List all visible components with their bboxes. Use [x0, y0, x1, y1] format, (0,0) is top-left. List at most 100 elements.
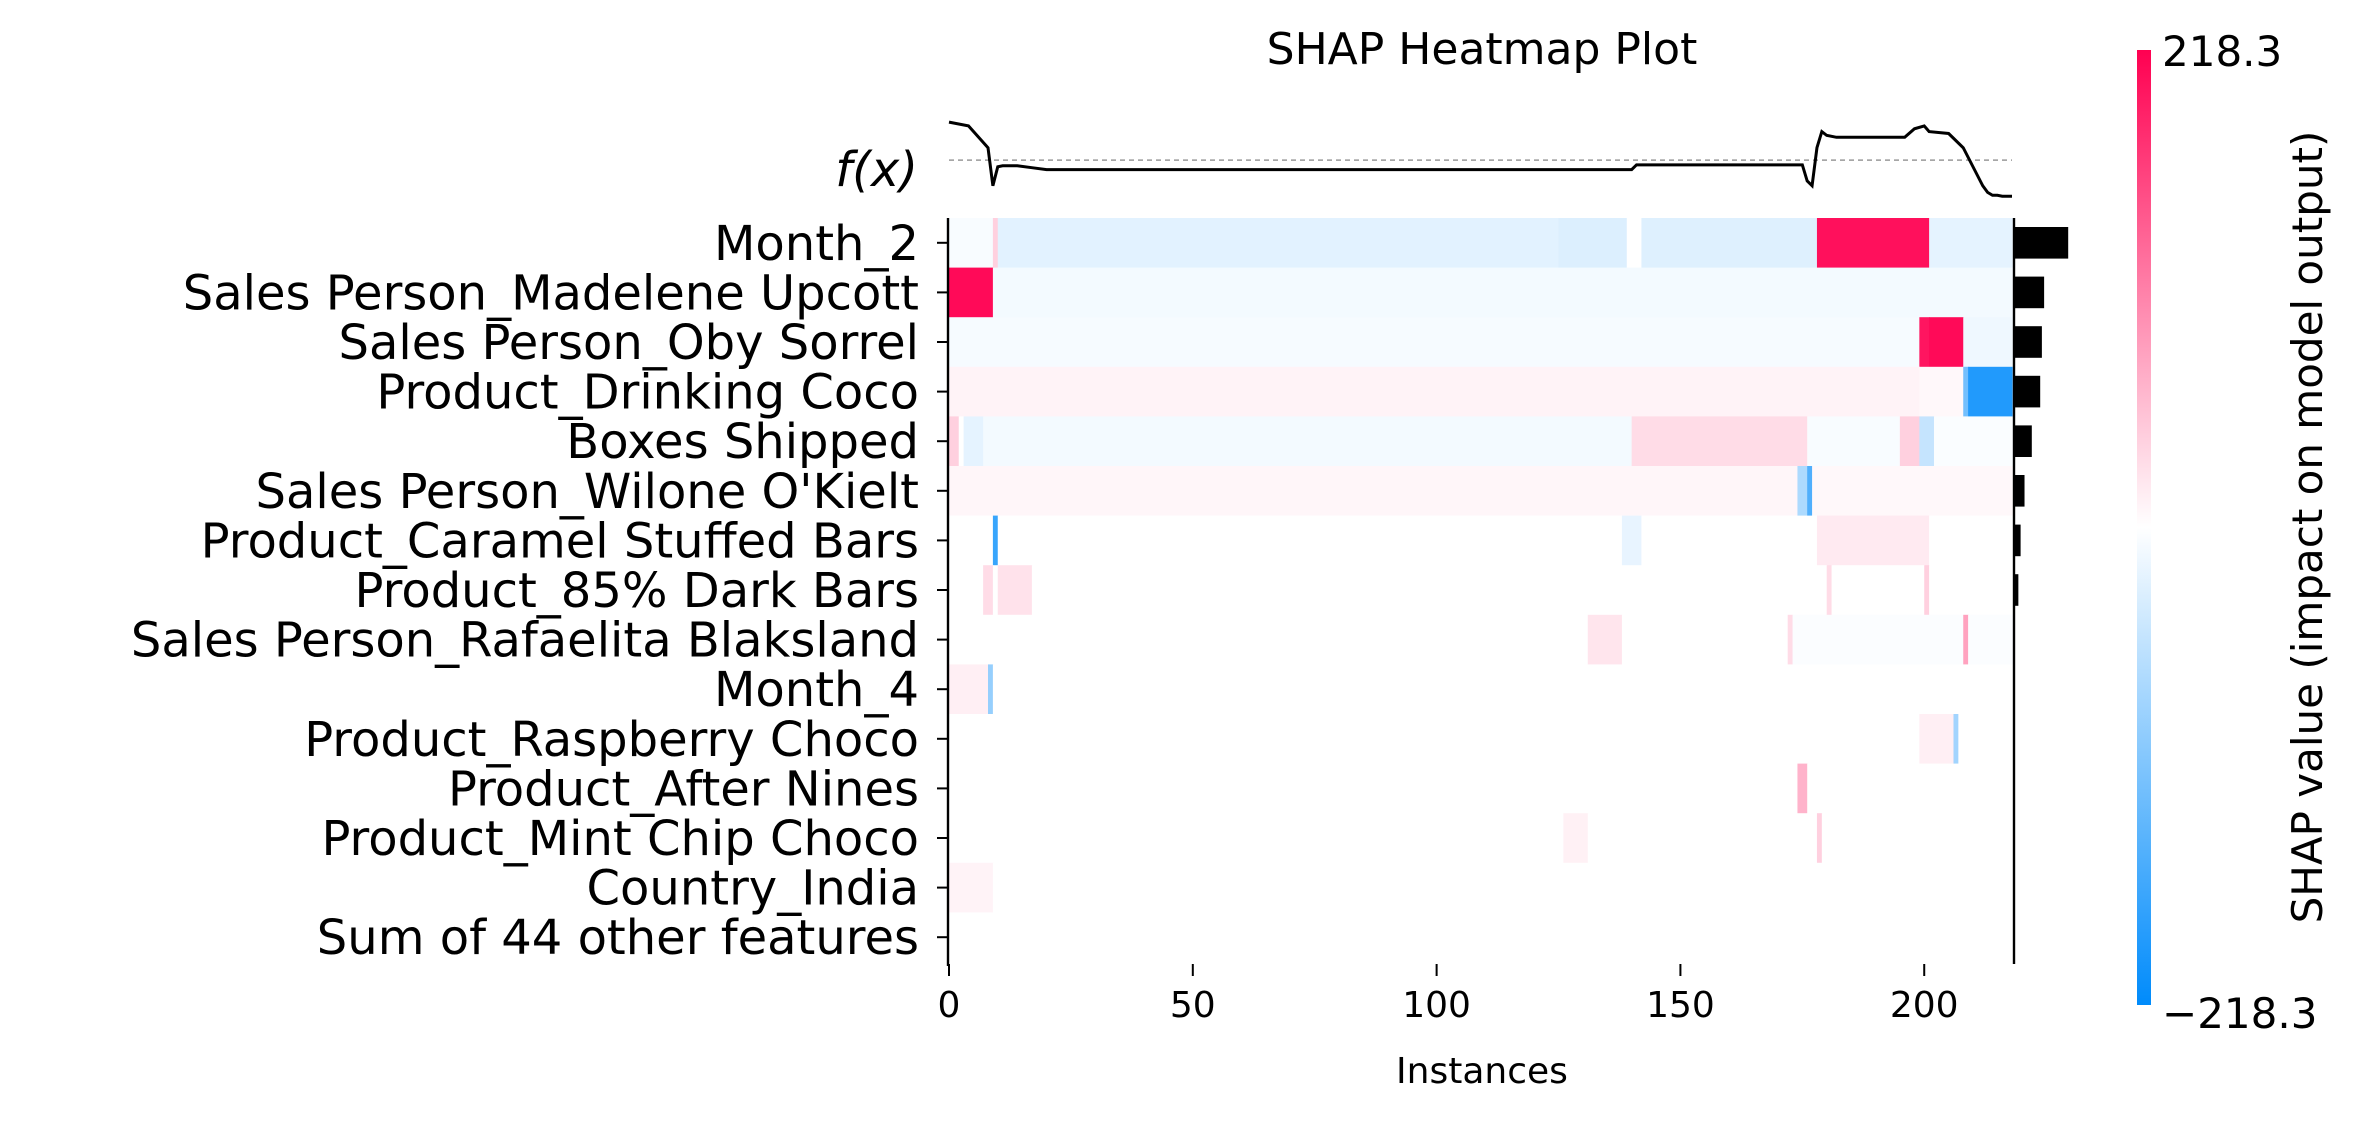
x-tick-label: 200	[1890, 985, 1959, 1026]
heatmap-cell	[1587, 813, 1818, 864]
heatmap-cell	[1899, 416, 1920, 467]
importance-bar	[2015, 276, 2045, 309]
feature-label: Sales Person_Oby Sorrel	[339, 315, 920, 371]
heatmap-cell	[1929, 218, 2013, 269]
heatmap-cell	[1963, 614, 1969, 665]
colorbar-min-label: −218.3	[2162, 989, 2317, 1038]
heatmap-cell	[992, 862, 2013, 913]
x-axis: 0 50 100 150 200	[938, 964, 1959, 1026]
x-tick-label: 150	[1646, 985, 1715, 1026]
heatmap-cell	[1919, 714, 1955, 765]
importance-bar	[2015, 524, 2021, 557]
heatmap-cell	[1031, 565, 1828, 616]
heatmap-cell	[1919, 317, 1930, 368]
feature-label: Month_4	[714, 662, 919, 718]
heatmap-cell	[1924, 565, 1930, 616]
x-axis-title: Instances	[1396, 1051, 1568, 1092]
x-tick-label: 0	[938, 985, 961, 1026]
feature-label: Sales Person_Rafaelita Blaksland	[131, 613, 919, 669]
heatmap-cell	[949, 912, 2013, 963]
heatmap-cell	[983, 565, 994, 616]
heatmap-cell	[949, 664, 989, 715]
importance-bar	[2015, 574, 2019, 606]
heatmap-cell	[958, 416, 965, 467]
heatmap-cell	[949, 317, 1920, 368]
heatmap-cell	[1812, 466, 2013, 517]
heatmap-cell	[992, 515, 999, 566]
heatmap-cell	[1831, 565, 1925, 616]
heatmap-cell	[949, 714, 1920, 765]
heatmap-cell	[992, 664, 2013, 715]
feature-label: Product_Caramel Stuffed Bars	[201, 513, 919, 569]
importance-bar	[2015, 475, 2025, 507]
feature-label: Sales Person_Madelene Upcott	[183, 265, 919, 321]
heatmap-cell	[1958, 714, 2013, 765]
heatmap-cell	[1797, 763, 1808, 814]
heatmap-cell	[1933, 416, 2013, 467]
heatmap-cell	[997, 565, 1033, 616]
heatmap-cell	[949, 763, 1799, 814]
heatmap-cell	[949, 267, 994, 318]
x-tick-label: 50	[1170, 985, 1216, 1026]
feature-label: Sum of 44 other features	[317, 910, 919, 966]
heatmap-cell	[1563, 813, 1589, 864]
colorbar-title: SHAP value (impact on model output)	[2283, 131, 2332, 924]
heatmap-cell	[1587, 614, 1623, 665]
heatmap-cell	[949, 366, 1920, 417]
heatmap-cell	[1963, 317, 2013, 368]
heatmap-cell	[983, 416, 1633, 467]
feature-label: Boxes Shipped	[566, 414, 919, 470]
importance-bar	[2015, 425, 2032, 457]
heatmap-cell	[1816, 515, 1930, 566]
heatmap-cell	[1621, 515, 1643, 566]
importance-bar	[2015, 375, 2041, 408]
importance-bar	[2015, 326, 2042, 358]
fx-line	[948, 120, 2012, 198]
heatmap-cell	[1963, 366, 1969, 417]
heatmap-cell	[949, 614, 1589, 665]
heatmap-cell	[1787, 614, 1794, 665]
heatmap-cell	[1807, 416, 1901, 467]
heatmap-cell	[1626, 218, 1643, 269]
heatmap-cell	[1807, 466, 1813, 517]
heatmap-cell	[1968, 366, 2013, 417]
heatmap-cell	[1929, 565, 2013, 616]
heatmap-cell	[1807, 763, 2013, 814]
feature-label: Country_India	[587, 861, 919, 917]
heatmap-cell	[949, 416, 960, 467]
heatmap-cell	[988, 664, 994, 715]
colorbar: 218.3 −218.3 SHAP value (impact on model…	[2137, 27, 2332, 1038]
feature-label: Product_Mint Chip Choco	[321, 811, 919, 867]
heatmap-cell	[1953, 714, 1959, 765]
chart-title: SHAP Heatmap Plot	[1267, 24, 1698, 75]
colorbar-gradient	[2137, 50, 2151, 1005]
heatmap-cell	[997, 218, 1560, 269]
heatmap-cell	[949, 466, 1799, 517]
heatmap-cell	[992, 565, 999, 616]
colorbar-max-label: 218.3	[2162, 27, 2282, 76]
heatmap-cell	[1821, 813, 2013, 864]
heatmap-cell	[963, 416, 984, 467]
heatmap-cell	[949, 515, 994, 566]
heatmap-cell	[1929, 515, 2013, 566]
feature-label: Month_2	[714, 216, 919, 272]
heatmap-cell	[1621, 614, 1789, 665]
heatmap-cell	[1558, 218, 1628, 269]
importance-bar	[2015, 227, 2069, 259]
heatmap-cell	[1641, 218, 1818, 269]
heatmap-cell	[1797, 466, 1808, 517]
heatmap-cell	[1919, 416, 1935, 467]
heatmap-cell	[1968, 614, 2013, 665]
heatmap-cell	[1929, 317, 1964, 368]
fx-curve-group: f(x)	[835, 120, 2012, 198]
feature-label: Product_Raspberry Choco	[304, 712, 919, 768]
heatmap-cell	[1792, 614, 1964, 665]
heatmap-cell	[1816, 218, 1930, 269]
feature-label: Product_Drinking Coco	[376, 365, 919, 421]
heatmap-cell	[949, 813, 1564, 864]
heatmap-cell	[992, 267, 2013, 318]
heatmap-cell	[949, 218, 994, 269]
heatmap-cell	[949, 862, 994, 913]
